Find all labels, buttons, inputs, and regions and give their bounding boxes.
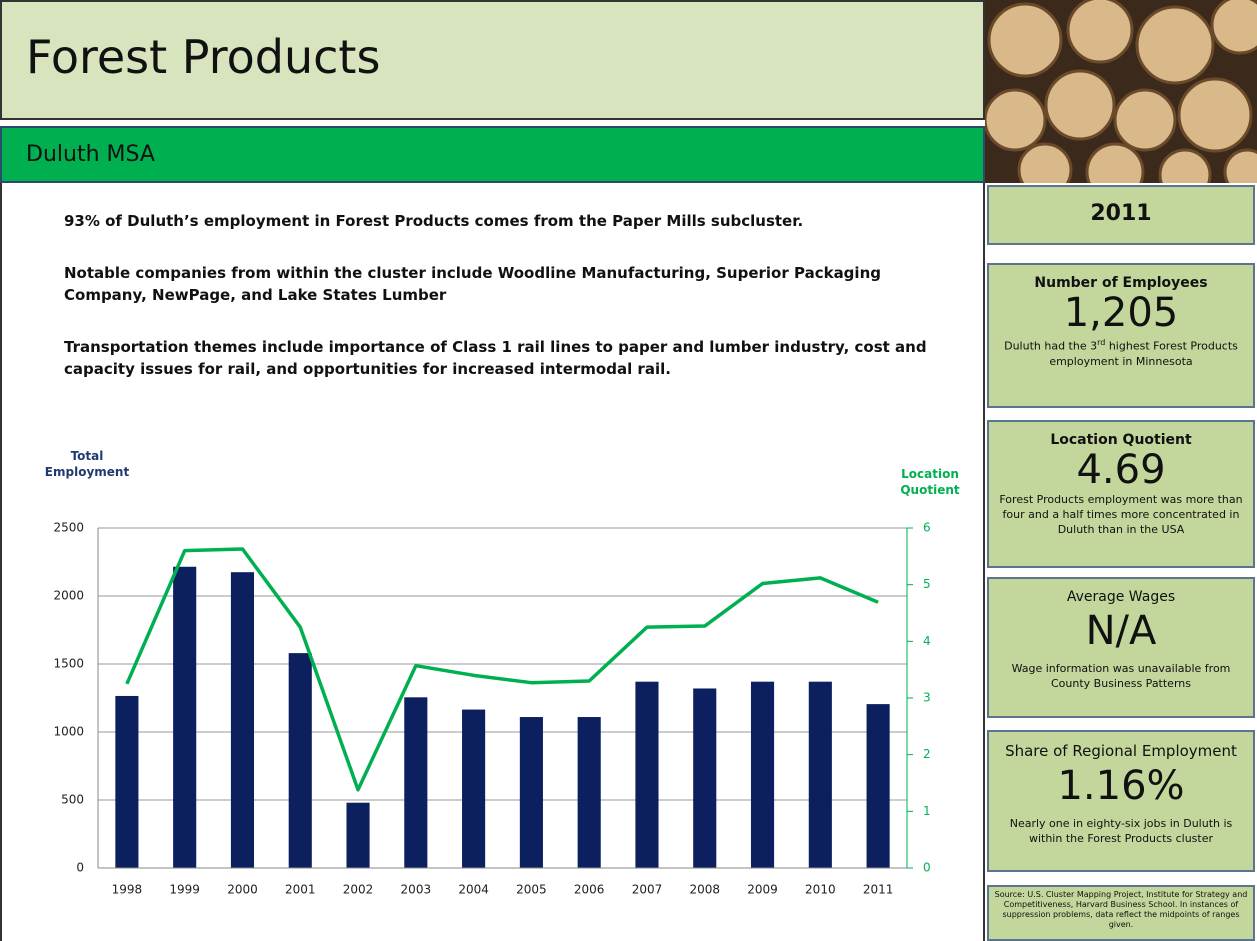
year-card: 2011 <box>987 185 1255 245</box>
card-note: Duluth had the 3rd highest Forest Produc… <box>989 335 1253 369</box>
title-band: Forest Products <box>0 0 985 120</box>
y-tick-label: 1000 <box>53 725 84 739</box>
subtitle-band: Duluth MSA <box>0 126 985 183</box>
bar <box>462 709 486 868</box>
source: Source: U.S. Cluster Mapping Project, In… <box>994 890 1248 929</box>
card-heading: Average Wages <box>1066 589 1176 605</box>
x-tick-label: 1998 <box>112 883 143 897</box>
card-note: Forest Products employment was more than… <box>999 493 1243 536</box>
y2-tick-label: 2 <box>923 747 931 761</box>
card-value: 4.69 <box>1076 447 1166 493</box>
y-tick-label: 2500 <box>53 521 84 535</box>
subtitle: Duluth MSA <box>26 142 155 167</box>
card: Location Quotient 4.69 Forest Products e… <box>987 420 1255 568</box>
card-value: N/A <box>1085 608 1157 654</box>
y2-tick-label: 1 <box>923 804 931 818</box>
card-value: 1.16% <box>1057 763 1185 809</box>
bar <box>173 566 197 868</box>
card-value: 1,205 <box>1063 290 1179 336</box>
card-heading: Share of Regional Employment <box>1005 742 1237 760</box>
x-tick-label: 2006 <box>574 883 605 897</box>
card-heading: Location Quotient <box>1050 432 1192 448</box>
x-tick-label: 2003 <box>401 883 432 897</box>
bar <box>808 681 832 868</box>
y-axis-label: Total Employment <box>45 449 130 479</box>
card: Number of Employees 1,205 Duluth had the… <box>987 263 1255 408</box>
y2-tick-label: 5 <box>923 577 931 591</box>
year: 2011 <box>1090 201 1152 226</box>
x-tick-label: 2011 <box>863 883 894 897</box>
x-tick-label: 2002 <box>343 883 374 897</box>
bar <box>230 572 255 868</box>
note-text: highest Forest Products employment in Mi… <box>1049 339 1238 368</box>
y-tick-label: 500 <box>61 793 84 807</box>
bar <box>346 802 370 868</box>
x-tick-label: 2000 <box>227 883 258 897</box>
x-tick-label: 2010 <box>805 883 836 897</box>
bar <box>866 704 890 868</box>
chart: Total Employment Location Quotient 0 500 100… <box>45 449 960 897</box>
y2-tick-label: 0 <box>923 861 931 875</box>
y-tick-label: 2000 <box>53 589 84 603</box>
bar <box>519 717 543 868</box>
source-card: Source: U.S. Cluster Mapping Project, In… <box>987 885 1255 941</box>
bar <box>750 681 775 868</box>
bar <box>404 697 428 868</box>
x-tick-label: 2009 <box>747 883 778 897</box>
card: Average Wages N/A Wage information was u… <box>987 577 1255 718</box>
x-tick-label: 1999 <box>169 883 200 897</box>
bar <box>288 653 312 868</box>
y2-tick-label: 4 <box>923 634 931 648</box>
note-text: Duluth had the 3 <box>1004 339 1098 353</box>
y-tick-label: 0 <box>76 861 84 875</box>
logs-photo <box>985 0 1257 183</box>
right-border <box>983 183 985 941</box>
note-sup: rd <box>1097 338 1106 347</box>
x-tick-label: 2007 <box>632 883 663 897</box>
x-tick-label: 2008 <box>689 883 720 897</box>
card-heading: Number of Employees <box>1034 275 1208 291</box>
title: Forest Products <box>26 30 381 84</box>
x-tick-label: 2005 <box>516 883 547 897</box>
y2-tick-label: 3 <box>923 691 931 705</box>
card-note: Nearly one in eighty-six jobs in Duluth … <box>1009 817 1233 845</box>
bar <box>577 717 601 868</box>
logs <box>985 0 1257 183</box>
paragraph: Notable companies from within the cluste… <box>64 264 881 304</box>
bar <box>115 695 139 868</box>
left-border <box>0 183 2 941</box>
card-note: Wage information was unavailable from Co… <box>1011 662 1231 690</box>
paragraph: Transportation themes include importance… <box>64 338 927 378</box>
y-tick-label: 1500 <box>53 657 84 671</box>
y2-axis-label: Location Quotient <box>900 467 960 497</box>
y2-tick-label: 6 <box>923 521 931 535</box>
bar <box>635 681 659 868</box>
x-tick-label: 2004 <box>458 883 489 897</box>
paragraph: 93% of Duluth’s employment in Forest Pro… <box>64 212 804 230</box>
bar <box>693 688 717 868</box>
line <box>125 547 879 792</box>
x-tick-label: 2001 <box>285 883 316 897</box>
card: Share of Regional Employment 1.16% Nearl… <box>987 730 1255 872</box>
